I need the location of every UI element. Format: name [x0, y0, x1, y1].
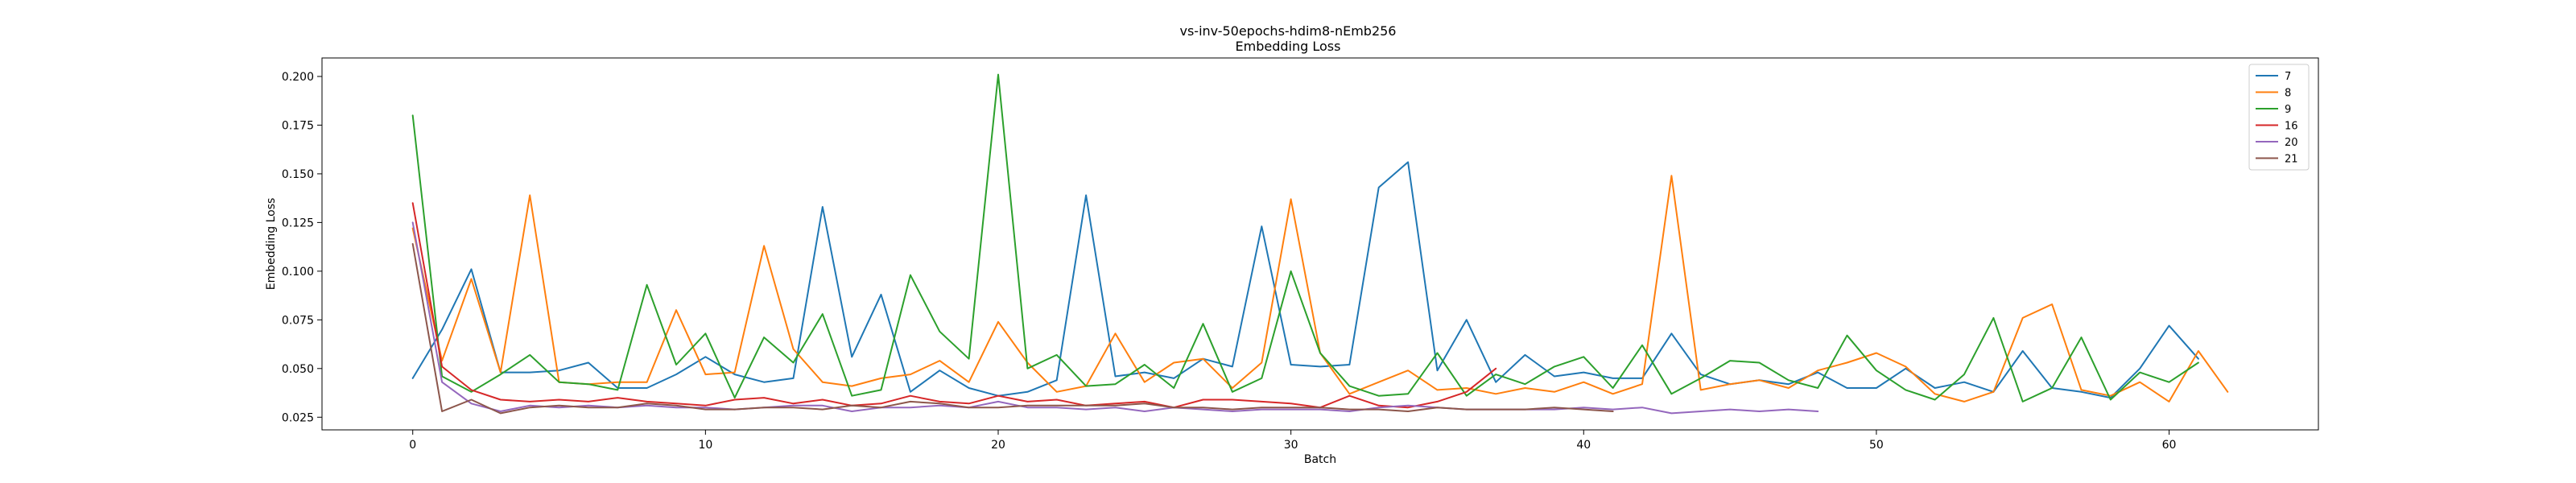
- series-line-21: [411, 243, 1614, 415]
- legend-label-9: 9: [2285, 104, 2291, 116]
- y-axis-label: Embedding Loss: [265, 198, 278, 291]
- y-tick-label: 0.050: [282, 363, 314, 376]
- legend-label-21: 21: [2285, 154, 2298, 166]
- plot-lines: [411, 73, 2229, 415]
- legend-label-20: 20: [2285, 137, 2298, 149]
- series-line-20: [411, 221, 1819, 415]
- series-line-7: [411, 161, 2199, 399]
- legend-box: [2248, 64, 2310, 171]
- y-tick-label: 0.200: [282, 71, 314, 84]
- y-tick-label: 0.100: [282, 266, 314, 279]
- legend: 7 8 9 16 20 21: [2248, 64, 2310, 171]
- x-axis-label: Batch: [1304, 453, 1336, 466]
- y-tick-label: 0.125: [282, 217, 314, 229]
- y-tick-label: 0.075: [282, 314, 314, 327]
- chart-subtitle: Embedding Loss: [1236, 39, 1341, 54]
- chart-title: vs-inv-50epochs-hdim8-nEmb256: [1180, 23, 1397, 39]
- y-tick-label: 0.025: [282, 411, 314, 424]
- x-tick-label: 0: [409, 439, 416, 452]
- x-tick-label: 50: [1869, 439, 1884, 452]
- x-tick-label: 60: [2162, 439, 2177, 452]
- legend-label-8: 8: [2285, 88, 2291, 100]
- x-tick-label: 30: [1284, 439, 1298, 452]
- x-tick-label: 10: [698, 439, 712, 452]
- y-tick-label: 0.175: [282, 119, 314, 132]
- plot-frame: [321, 57, 2319, 431]
- x-tick-label: 20: [991, 439, 1005, 452]
- x-tick-label: 40: [1576, 439, 1591, 452]
- series-line-9: [411, 73, 2199, 402]
- legend-label-7: 7: [2285, 71, 2291, 83]
- y-tick-label: 0.150: [282, 168, 314, 181]
- y-axis-ticks: 0.025 0.050 0.075 0.100 0.125 0.150 0.175 0.200: [282, 71, 322, 424]
- legend-label-16: 16: [2285, 121, 2298, 133]
- x-axis-ticks: 0 10 20 30 40 50 60: [409, 430, 2176, 452]
